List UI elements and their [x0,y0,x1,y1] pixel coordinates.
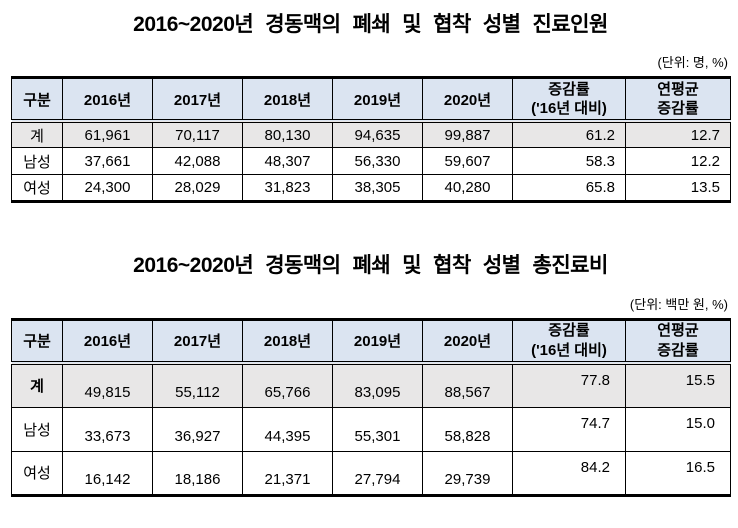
header-cell-avg-rate: 연평균 증감률 [625,77,731,123]
value-cell-2020: 88,567 [422,362,513,408]
avg-rate-cell: 15.5 [625,362,731,408]
header-cell-avg-rate: 연평균 증감률 [625,318,731,365]
value-cell-2017: 55,112 [152,362,243,408]
header-cell-2019: 2019년 [332,318,423,365]
value-cell-2016: 33,673 [62,406,153,452]
value-cell-2016: 37,661 [62,147,153,176]
value-cell-2016: 16,142 [62,450,153,496]
costs-table: 구분 2016년 2017년 2018년 2019년 2020년 증감률 ('1… [11,317,731,497]
header-cell-category: 구분 [11,77,63,123]
change-rate-cell: 74.7 [512,406,626,452]
header-cell-2016: 2016년 [62,318,153,365]
costs-header-row: 구분 2016년 2017년 2018년 2019년 2020년 증감률 ('1… [11,318,731,365]
table-row-male: 남성 33,673 36,927 44,395 55,301 58,828 74… [11,406,731,452]
value-cell-2017: 28,029 [152,174,243,203]
table-row-total: 계 61,961 70,117 80,130 94,635 99,887 61.… [11,120,731,149]
value-cell-2019: 27,794 [332,450,423,496]
row-label-cell: 여성 [11,450,63,496]
header-cell-2020: 2020년 [422,318,513,365]
table-row-female: 여성 16,142 18,186 21,371 27,794 29,739 84… [11,450,731,496]
value-cell-2016: 49,815 [62,362,153,408]
value-cell-2019: 38,305 [332,174,423,203]
table-row-male: 남성 37,661 42,088 48,307 56,330 59,607 58… [11,147,731,176]
value-cell-2017: 36,927 [152,406,243,452]
avg-rate-cell: 13.5 [625,174,731,203]
change-rate-cell: 61.2 [512,120,626,149]
value-cell-2020: 40,280 [422,174,513,203]
value-cell-2018: 31,823 [242,174,333,203]
change-rate-cell: 77.8 [512,362,626,408]
value-cell-2019: 83,095 [332,362,423,408]
document-page: 2016~2020년 경동맥의 폐쇄 및 협착 성별 진료인원 (단위: 명, … [11,12,731,497]
avg-rate-sublabel: 증감률 [657,341,699,359]
patients-table-title: 2016~2020년 경동맥의 폐쇄 및 협착 성별 진료인원 [133,13,608,36]
value-cell-2017: 18,186 [152,450,243,496]
avg-rate-cell: 16.5 [625,450,731,496]
avg-rate-cell: 12.7 [625,120,731,149]
change-rate-label: 증감률 [548,80,590,98]
change-rate-label: 증감률 [548,322,590,340]
avg-rate-label: 연평균 [657,80,699,98]
change-rate-sublabel: ('16년 대비) [531,341,607,359]
header-cell-category: 구분 [11,318,63,365]
value-cell-2020: 58,828 [422,406,513,452]
value-cell-2019: 55,301 [332,406,423,452]
header-cell-2019: 2019년 [332,77,423,123]
avg-rate-cell: 15.0 [625,406,731,452]
header-cell-2016: 2016년 [62,77,153,123]
patients-section: 2016~2020년 경동맥의 폐쇄 및 협착 성별 진료인원 (단위: 명, … [11,12,731,204]
avg-rate-label: 연평균 [657,322,699,340]
value-cell-2017: 70,117 [152,120,243,149]
value-cell-2019: 56,330 [332,147,423,176]
row-label-cell: 남성 [11,406,63,452]
avg-rate-sublabel: 증감률 [657,100,699,117]
value-cell-2020: 99,887 [422,120,513,149]
header-cell-2017: 2017년 [152,318,243,365]
value-cell-2018: 21,371 [242,450,333,496]
header-cell-change-rate: 증감률 ('16년 대비) [512,318,626,365]
costs-table-title: 2016~2020년 경동맥의 폐쇄 및 협착 성별 총진료비 [133,254,608,278]
value-cell-2018: 48,307 [242,147,333,176]
change-rate-sublabel: ('16년 대비) [531,100,607,117]
costs-section: 2016~2020년 경동맥의 폐쇄 및 협착 성별 총진료비 (단위: 백만 … [11,253,731,497]
header-cell-2018: 2018년 [242,318,333,365]
value-cell-2019: 94,635 [332,120,423,149]
header-cell-change-rate: 증감률 ('16년 대비) [512,77,626,123]
costs-unit-label: (단위: 백만 원, %) [629,296,728,312]
change-rate-cell: 65.8 [512,174,626,203]
patients-header-row: 구분 2016년 2017년 2018년 2019년 2020년 증감률 ('1… [11,77,731,123]
patients-table: 구분 2016년 2017년 2018년 2019년 2020년 증감률 ('1… [11,76,731,204]
row-label-cell: 계 [11,120,63,149]
row-label-cell: 남성 [11,147,63,176]
value-cell-2018: 44,395 [242,406,333,452]
row-label-cell: 계 [11,362,63,408]
change-rate-cell: 58.3 [512,147,626,176]
value-cell-2016: 24,300 [62,174,153,203]
table-row-female: 여성 24,300 28,029 31,823 38,305 40,280 65… [11,174,731,203]
row-label-cell: 여성 [11,174,63,203]
header-cell-2020: 2020년 [422,77,513,123]
change-rate-cell: 84.2 [512,450,626,496]
patients-unit-label: (단위: 명, %) [657,55,728,71]
value-cell-2018: 65,766 [242,362,333,408]
table-row-total: 계 49,815 55,112 65,766 83,095 88,567 77.… [11,362,731,408]
value-cell-2020: 29,739 [422,450,513,496]
value-cell-2016: 61,961 [62,120,153,149]
header-cell-2017: 2017년 [152,77,243,123]
avg-rate-cell: 12.2 [625,147,731,176]
value-cell-2017: 42,088 [152,147,243,176]
value-cell-2018: 80,130 [242,120,333,149]
value-cell-2020: 59,607 [422,147,513,176]
header-cell-2018: 2018년 [242,77,333,123]
